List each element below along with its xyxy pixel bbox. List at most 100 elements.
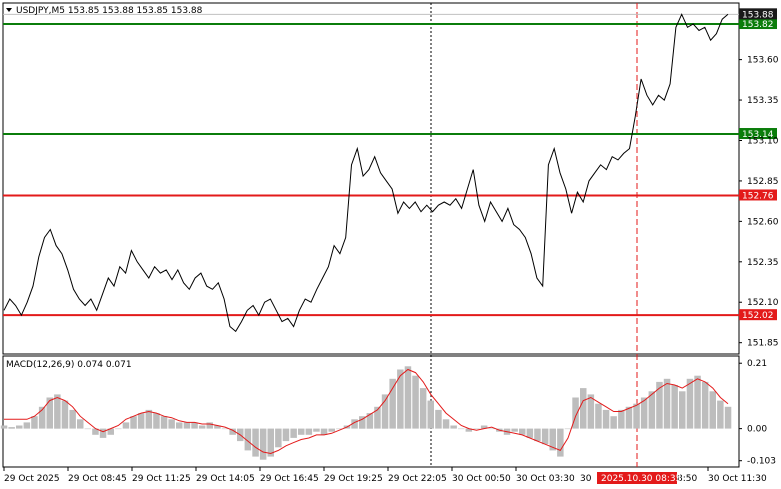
macd-bar bbox=[389, 378, 396, 429]
macd-bar bbox=[336, 428, 343, 430]
time-tick-label: 29 Oct 2025 bbox=[4, 474, 60, 484]
level-label-box bbox=[739, 309, 777, 321]
macd-bar bbox=[724, 406, 732, 429]
macd-bar bbox=[229, 428, 236, 435]
macd-bar bbox=[656, 381, 663, 429]
time-tick-label-partial: 30 bbox=[580, 474, 592, 484]
macd-bar bbox=[663, 378, 671, 429]
macd-bar bbox=[290, 428, 297, 438]
macd-bar bbox=[359, 416, 366, 429]
macd-bar bbox=[549, 428, 556, 451]
macd-bar bbox=[465, 428, 473, 432]
macd-bar bbox=[526, 428, 534, 438]
macd-bar bbox=[115, 428, 122, 430]
macd-bar bbox=[397, 369, 404, 429]
macd-bar bbox=[176, 422, 183, 429]
macd-bar bbox=[480, 425, 488, 429]
macd-bar bbox=[610, 416, 617, 429]
price-pane[interactable] bbox=[2, 2, 740, 355]
macd-bar bbox=[625, 406, 633, 429]
macd-bar bbox=[557, 428, 564, 457]
macd-bar bbox=[450, 425, 457, 429]
macd-bar bbox=[46, 397, 53, 429]
macd-bar bbox=[145, 409, 153, 429]
signal-line bbox=[4, 368, 729, 455]
macd-bar bbox=[244, 428, 252, 451]
macd-bar bbox=[23, 422, 31, 429]
macd-bar bbox=[69, 409, 76, 429]
macd-bar bbox=[77, 419, 84, 429]
macd-bar bbox=[206, 422, 213, 429]
macd-bar bbox=[214, 425, 221, 429]
price-tick-label: 153.10 bbox=[747, 136, 779, 146]
macd-bar bbox=[374, 406, 381, 429]
macd-bar bbox=[282, 428, 290, 442]
level-label: 153.14 bbox=[742, 130, 774, 140]
level-label: 153.82 bbox=[742, 20, 774, 30]
macd-bar bbox=[419, 388, 427, 429]
triangle-down-icon[interactable] bbox=[6, 8, 12, 12]
price-tick-label: 152.60 bbox=[747, 217, 779, 227]
macd-bar bbox=[534, 428, 541, 442]
macd-bar bbox=[267, 428, 274, 457]
macd-bar bbox=[404, 366, 412, 429]
current-price-box bbox=[739, 8, 777, 20]
macd-bar bbox=[488, 428, 495, 430]
macd-bar bbox=[366, 413, 374, 429]
macd-bar bbox=[168, 419, 175, 429]
macd-bar bbox=[511, 428, 518, 432]
level-label: 152.02 bbox=[742, 311, 774, 321]
macd-bar bbox=[275, 428, 282, 448]
price-tick-label: 152.35 bbox=[747, 258, 779, 268]
macd-bar bbox=[92, 428, 99, 435]
time-highlight-label: 2025.10.30 08:35 bbox=[601, 474, 681, 484]
price-tick-label: 151.85 bbox=[747, 339, 779, 349]
level-label: 152.76 bbox=[742, 191, 774, 201]
macd-bar bbox=[137, 413, 145, 429]
macd-bar bbox=[99, 428, 107, 438]
time-tick-label-partial: 8:50 bbox=[677, 474, 697, 484]
time-tick-label: 29 Oct 14:05 bbox=[196, 474, 255, 484]
macd-bar bbox=[183, 422, 191, 429]
time-tick-label: 29 Oct 16:45 bbox=[260, 474, 319, 484]
macd-bar bbox=[351, 419, 358, 429]
macd-bar bbox=[701, 381, 709, 429]
macd-bar bbox=[259, 428, 267, 460]
current-price-label: 153.88 bbox=[742, 10, 774, 20]
macd-bar bbox=[130, 416, 137, 429]
macd-bar bbox=[679, 391, 686, 429]
macd-bar bbox=[640, 397, 648, 429]
level-label-box bbox=[739, 189, 777, 201]
macd-bar bbox=[313, 428, 320, 432]
macd-bar bbox=[671, 385, 678, 429]
macd-bar bbox=[580, 388, 587, 429]
price-tick-label: 153.60 bbox=[747, 56, 779, 66]
macd-bar bbox=[320, 428, 328, 435]
time-highlight-box bbox=[597, 472, 677, 484]
time-tick-label: 30 Oct 11:30 bbox=[708, 474, 767, 484]
macd-bar bbox=[153, 413, 160, 429]
time-tick-label: 29 Oct 22:05 bbox=[388, 474, 447, 484]
time-tick-label: 29 Oct 08:45 bbox=[68, 474, 127, 484]
price-line bbox=[3, 13, 729, 333]
macd-bar bbox=[305, 428, 313, 435]
macd-tick-label: -0.103 bbox=[747, 457, 776, 467]
macd-bar bbox=[16, 425, 23, 429]
macd-bar bbox=[519, 428, 526, 435]
macd-bar bbox=[221, 428, 229, 430]
time-tick-label: 29 Oct 11:25 bbox=[132, 474, 191, 484]
symbol-header: USDJPY,M5 153.85 153.88 153.85 153.88 bbox=[16, 6, 203, 16]
macd-bar bbox=[458, 428, 465, 430]
macd-bar bbox=[54, 394, 61, 429]
price-tick-label: 152.10 bbox=[747, 298, 779, 308]
macd-bar bbox=[572, 397, 579, 429]
macd-bar bbox=[252, 428, 259, 457]
price-tick-label: 152.85 bbox=[747, 177, 779, 187]
macd-bar bbox=[198, 425, 206, 429]
macd-bar bbox=[38, 406, 46, 429]
macd-bar bbox=[648, 391, 656, 429]
macd-bar bbox=[328, 428, 335, 432]
macd-bar bbox=[717, 400, 724, 429]
time-tick-label: 30 Oct 00:50 bbox=[452, 474, 511, 484]
